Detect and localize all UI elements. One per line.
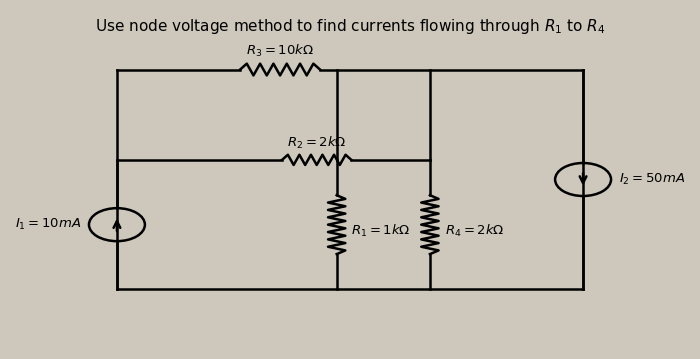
Text: $I_1=10mA$: $I_1=10mA$: [15, 217, 81, 232]
Text: $R_4=2k\Omega$: $R_4=2k\Omega$: [444, 223, 504, 239]
Text: $R_3=10k\Omega$: $R_3=10k\Omega$: [246, 42, 314, 59]
Text: $I_2=50mA$: $I_2=50mA$: [619, 172, 685, 187]
Text: Use node voltage method to find currents flowing through $R_1$ to $R_4$: Use node voltage method to find currents…: [94, 17, 606, 36]
Text: $R_1=1k\Omega$: $R_1=1k\Omega$: [351, 223, 411, 239]
Text: $R_2=2k\Omega$: $R_2=2k\Omega$: [287, 135, 346, 151]
